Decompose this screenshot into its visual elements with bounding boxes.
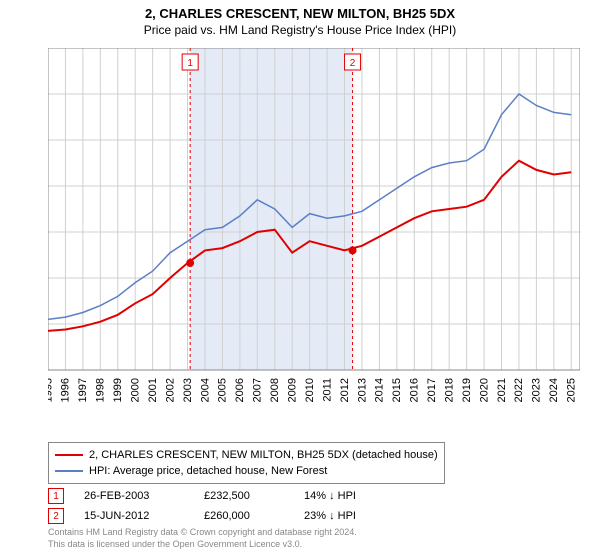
- sale-marker-box: 1: [48, 488, 64, 504]
- legend-swatch: [55, 470, 83, 472]
- svg-text:2005: 2005: [217, 378, 229, 402]
- legend-row: HPI: Average price, detached house, New …: [55, 463, 438, 479]
- chart-plot-area: £0£100K£200K£300K£400K£500K£600K£700K199…: [48, 48, 580, 398]
- svg-text:2022: 2022: [513, 378, 525, 402]
- svg-text:2010: 2010: [304, 378, 316, 402]
- svg-text:2012: 2012: [339, 378, 351, 402]
- chart-container: 2, CHARLES CRESCENT, NEW MILTON, BH25 5D…: [0, 0, 600, 560]
- sale-marker-box: 2: [48, 508, 64, 524]
- svg-text:2013: 2013: [356, 378, 368, 402]
- svg-text:2009: 2009: [286, 378, 298, 402]
- legend-label: 2, CHARLES CRESCENT, NEW MILTON, BH25 5D…: [89, 447, 438, 463]
- legend-swatch: [55, 454, 83, 456]
- svg-text:2004: 2004: [199, 378, 211, 402]
- svg-text:2025: 2025: [566, 378, 578, 402]
- svg-text:2019: 2019: [461, 378, 473, 402]
- svg-text:2002: 2002: [164, 378, 176, 402]
- sale-date: 15-JUN-2012: [84, 510, 184, 522]
- sale-price: £232,500: [204, 490, 284, 502]
- svg-text:2008: 2008: [269, 378, 281, 402]
- svg-text:2023: 2023: [531, 378, 543, 402]
- footer-attribution: Contains HM Land Registry data © Crown c…: [48, 526, 357, 550]
- svg-text:1997: 1997: [77, 378, 89, 402]
- legend-row: 2, CHARLES CRESCENT, NEW MILTON, BH25 5D…: [55, 447, 438, 463]
- svg-text:2021: 2021: [496, 378, 508, 402]
- svg-text:1998: 1998: [95, 378, 107, 402]
- svg-text:2018: 2018: [443, 378, 455, 402]
- svg-text:2020: 2020: [478, 378, 490, 402]
- svg-text:1996: 1996: [60, 378, 72, 402]
- svg-text:2014: 2014: [374, 378, 386, 402]
- svg-text:2017: 2017: [426, 378, 438, 402]
- svg-text:1995: 1995: [48, 378, 54, 402]
- sale-price: £260,000: [204, 510, 284, 522]
- svg-text:1999: 1999: [112, 378, 124, 402]
- svg-text:2000: 2000: [130, 378, 142, 402]
- sale-diff: 23% ↓ HPI: [304, 510, 384, 522]
- svg-text:2007: 2007: [252, 378, 264, 402]
- svg-text:2016: 2016: [409, 378, 421, 402]
- svg-text:2: 2: [350, 58, 356, 69]
- svg-text:2015: 2015: [391, 378, 403, 402]
- footer-line2: This data is licensed under the Open Gov…: [48, 538, 357, 550]
- sale-row: 1 26-FEB-2003 £232,500 14% ↓ HPI: [48, 486, 384, 506]
- svg-text:1: 1: [187, 58, 193, 69]
- chart-subtitle: Price paid vs. HM Land Registry's House …: [0, 21, 600, 37]
- svg-text:2001: 2001: [147, 378, 159, 402]
- footer-line1: Contains HM Land Registry data © Crown c…: [48, 526, 357, 538]
- svg-text:2011: 2011: [321, 378, 333, 402]
- legend: 2, CHARLES CRESCENT, NEW MILTON, BH25 5D…: [48, 442, 445, 484]
- sales-table: 1 26-FEB-2003 £232,500 14% ↓ HPI 2 15-JUN-201…: [48, 486, 384, 526]
- sale-row: 2 15-JUN-2012 £260,000 23% ↓ HPI: [48, 506, 384, 526]
- svg-text:2006: 2006: [234, 378, 246, 402]
- legend-label: HPI: Average price, detached house, New …: [89, 463, 327, 479]
- sale-diff: 14% ↓ HPI: [304, 490, 384, 502]
- sale-date: 26-FEB-2003: [84, 490, 184, 502]
- chart-svg: £0£100K£200K£300K£400K£500K£600K£700K199…: [48, 48, 580, 438]
- svg-text:2003: 2003: [182, 378, 194, 402]
- svg-text:2024: 2024: [548, 378, 560, 402]
- chart-title: 2, CHARLES CRESCENT, NEW MILTON, BH25 5D…: [0, 0, 600, 21]
